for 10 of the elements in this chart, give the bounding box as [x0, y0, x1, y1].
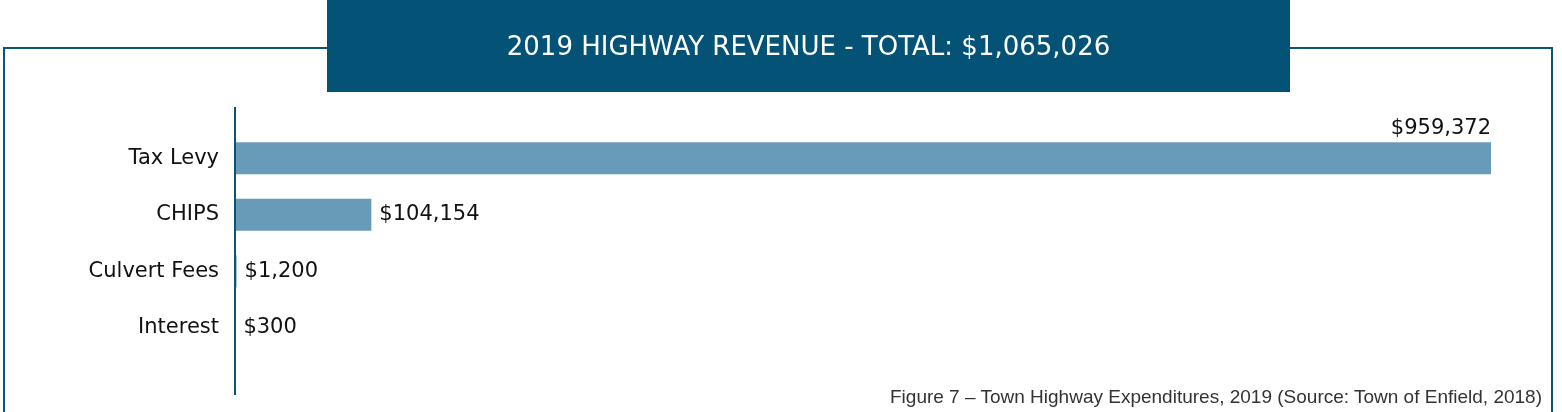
annotation: Figure 7 – Town Highway Expenditures, 2019 (Source: Town of Enfield, 2018)	[889, 386, 1542, 408]
y-tick-label: Culvert Fees	[88, 257, 219, 282]
y-tick-label: Interest	[138, 314, 219, 339]
chart-title: 2019 HIGHWAY REVENUE - TOTAL: $1,065,026	[327, 0, 1290, 92]
y-tick-label: CHIPS	[156, 201, 219, 226]
data-label: $1,200	[244, 257, 319, 282]
data-label: $300	[243, 314, 297, 339]
data-label: $104,154	[379, 201, 480, 226]
data-label: $959,372	[1390, 114, 1491, 139]
y-tick-label: Tax Levy	[127, 144, 219, 169]
